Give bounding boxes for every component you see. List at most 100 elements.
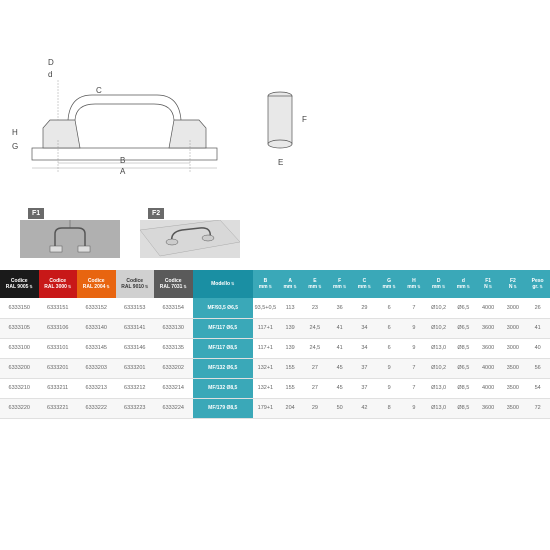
- data-cell: 139: [278, 318, 303, 338]
- data-cell: 3600: [476, 338, 501, 358]
- col-header-3[interactable]: CodiceRAL 9010⇅: [116, 270, 155, 298]
- data-cell: 27: [303, 378, 328, 398]
- col-header-17[interactable]: Pesogr.⇅: [525, 270, 550, 298]
- data-cell: 6: [377, 338, 402, 358]
- col-header-2[interactable]: CodiceRAL 2004⇅: [77, 270, 116, 298]
- f2-badge: F2: [148, 208, 164, 219]
- data-cell: 9: [402, 398, 427, 418]
- col-header-7[interactable]: Amm⇅: [278, 270, 303, 298]
- data-cell: 3500: [501, 398, 526, 418]
- data-cell: 3000: [501, 338, 526, 358]
- model-cell: MF/93,5 Ø6,5: [193, 298, 254, 318]
- data-cell: 113: [278, 298, 303, 318]
- handle-profile-drawing: [20, 80, 240, 165]
- table-row: 63332006333201633320363332016333202MF/13…: [0, 358, 550, 378]
- data-cell: 6333141: [116, 318, 155, 338]
- data-cell: 7: [402, 358, 427, 378]
- data-cell: 3600: [476, 318, 501, 338]
- data-cell: 6333130: [154, 318, 193, 338]
- spec-table-wrap: CodiceRAL 9005⇅CodiceRAL 3000⇅CodiceRAL …: [0, 270, 550, 419]
- data-cell: 24,5: [303, 338, 328, 358]
- data-cell: 6333213: [77, 378, 116, 398]
- data-cell: 6333154: [154, 298, 193, 318]
- dim-G: G: [12, 142, 18, 151]
- data-cell: Ø8,5: [451, 378, 476, 398]
- data-cell: 6333146: [116, 338, 155, 358]
- col-header-12[interactable]: Hmm⇅: [402, 270, 427, 298]
- data-cell: 34: [352, 338, 377, 358]
- data-cell: 6: [377, 318, 402, 338]
- data-cell: 26: [525, 298, 550, 318]
- data-cell: 6333212: [116, 378, 155, 398]
- spec-table: CodiceRAL 9005⇅CodiceRAL 3000⇅CodiceRAL …: [0, 270, 550, 419]
- data-cell: 6333145: [77, 338, 116, 358]
- col-header-4[interactable]: CodiceRAL 7031⇅: [154, 270, 193, 298]
- table-row: 63331506333151633315263331536333154MF/93…: [0, 298, 550, 318]
- data-cell: 27: [303, 358, 328, 378]
- col-header-0[interactable]: CodiceRAL 9005⇅: [0, 270, 39, 298]
- data-cell: 6333201: [39, 358, 78, 378]
- data-cell: 3000: [501, 318, 526, 338]
- data-cell: 117+1: [253, 338, 278, 358]
- data-cell: 36: [327, 298, 352, 318]
- data-cell: 6333105: [0, 318, 39, 338]
- data-cell: 4000: [476, 298, 501, 318]
- data-cell: 34: [352, 318, 377, 338]
- data-cell: 6333223: [116, 398, 155, 418]
- data-cell: 139: [278, 338, 303, 358]
- data-cell: Ø13,0: [426, 398, 451, 418]
- data-cell: 6333221: [39, 398, 78, 418]
- col-header-8[interactable]: Emm⇅: [303, 270, 328, 298]
- data-cell: 204: [278, 398, 303, 418]
- dim-D: D: [48, 58, 54, 67]
- data-cell: 155: [278, 378, 303, 398]
- data-cell: 6333153: [116, 298, 155, 318]
- col-header-16[interactable]: F2N⇅: [501, 270, 526, 298]
- data-cell: 6333220: [0, 398, 39, 418]
- col-header-5[interactable]: Modello⇅: [193, 270, 254, 298]
- model-cell: MF/179 Ø8,5: [193, 398, 254, 418]
- col-header-1[interactable]: CodiceRAL 3000⇅: [39, 270, 78, 298]
- data-cell: 6333203: [77, 358, 116, 378]
- data-cell: 117+1: [253, 318, 278, 338]
- col-header-14[interactable]: dmm⇅: [451, 270, 476, 298]
- col-header-13[interactable]: Dmm⇅: [426, 270, 451, 298]
- data-cell: 6333214: [154, 378, 193, 398]
- data-cell: 3600: [476, 398, 501, 418]
- col-header-15[interactable]: F1N⇅: [476, 270, 501, 298]
- data-cell: 50: [327, 398, 352, 418]
- table-row: 63331056333106633314063331416333130MF/11…: [0, 318, 550, 338]
- data-cell: 6333224: [154, 398, 193, 418]
- plate-f1: [20, 220, 120, 258]
- dim-A: A: [120, 167, 125, 176]
- dim-B: B: [120, 156, 125, 165]
- data-cell: 132+1: [253, 378, 278, 398]
- data-cell: 93,5+0,5: [253, 298, 278, 318]
- data-cell: 37: [352, 358, 377, 378]
- data-cell: Ø13,0: [426, 338, 451, 358]
- data-cell: 41: [327, 318, 352, 338]
- dim-E: E: [278, 158, 283, 167]
- data-cell: 6333211: [39, 378, 78, 398]
- data-cell: 7: [402, 298, 427, 318]
- data-cell: Ø10,2: [426, 358, 451, 378]
- data-cell: Ø6,5: [451, 298, 476, 318]
- model-cell: MF/132 Ø8,5: [193, 378, 254, 398]
- data-cell: 72: [525, 398, 550, 418]
- data-cell: 6333201: [116, 358, 155, 378]
- model-cell: MF/132 Ø6,5: [193, 358, 254, 378]
- col-header-6[interactable]: Bmm⇅: [253, 270, 278, 298]
- table-row: 63332106333211633321363332126333214MF/13…: [0, 378, 550, 398]
- dim-H: H: [12, 128, 18, 137]
- data-cell: 6333100: [0, 338, 39, 358]
- col-header-11[interactable]: Gmm⇅: [377, 270, 402, 298]
- data-cell: 9: [402, 318, 427, 338]
- col-header-10[interactable]: Cmm⇅: [352, 270, 377, 298]
- data-cell: 3500: [501, 358, 526, 378]
- col-header-9[interactable]: Fmm⇅: [327, 270, 352, 298]
- data-cell: 9: [402, 338, 427, 358]
- cylinder-drawing: [265, 90, 295, 150]
- data-cell: 40: [525, 338, 550, 358]
- data-cell: Ø10,2: [426, 318, 451, 338]
- model-cell: MF/117 Ø8,5: [193, 338, 254, 358]
